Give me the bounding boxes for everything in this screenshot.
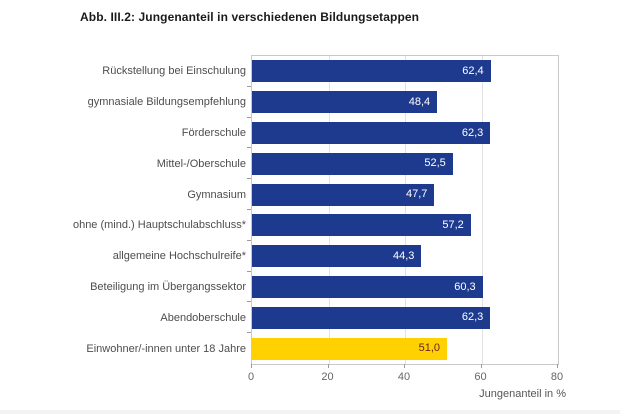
value-label: 48,4	[408, 95, 431, 108]
category-label: Rückstellung bei Einschulung	[102, 65, 246, 78]
category-label: Förderschule	[181, 126, 246, 139]
bar: 48,4	[252, 91, 438, 114]
bar: 62,3	[252, 122, 491, 144]
x-tick-mark	[251, 364, 252, 368]
category-label: Abendoberschule	[160, 311, 246, 324]
x-tick-mark	[404, 364, 405, 368]
value-label: 44,3	[393, 249, 415, 262]
y-tick-mark	[247, 209, 251, 210]
bar: 60,3	[252, 276, 483, 298]
bar: 62,4	[252, 60, 491, 83]
value-label: 47,7	[406, 188, 428, 201]
x-tick-label: 60	[474, 371, 487, 383]
x-tick-label: 80	[550, 371, 564, 383]
x-tick-mark	[327, 364, 329, 368]
category-label: ohne (mind.) Hauptschulabschluss*	[72, 219, 246, 232]
bar: 51,0	[252, 337, 448, 360]
chart-title: Abb. III.2: Jungenanteil in verschiedene…	[80, 10, 420, 24]
category-axis: Rückstellung bei Einschulung gymnasiale B…	[0, 56, 246, 364]
value-label: 57,2	[442, 218, 464, 231]
x-tick-mark	[557, 364, 558, 368]
category-label: Mittel-/Oberschule	[156, 157, 246, 170]
value-label: 52,5	[424, 157, 446, 170]
y-tick-mark	[247, 85, 251, 87]
y-tick-mark	[247, 270, 251, 272]
x-tick-label: 0	[247, 371, 255, 383]
y-tick-mark	[247, 178, 251, 180]
bottom-divider	[0, 410, 620, 414]
value-label: 51,0	[418, 342, 441, 355]
x-tick-label: 20	[321, 371, 334, 383]
category-label: allgemeine Hochschulreife*	[112, 250, 246, 263]
value-label: 62,3	[461, 126, 484, 139]
bar: 57,2	[252, 214, 471, 237]
bar: 47,7	[252, 183, 435, 206]
y-tick-mark	[247, 332, 251, 334]
plot-area: 62,4 48,4 62,3 52,5 47,7 57,2 44,3 60,3 62,3 51,0	[251, 55, 559, 365]
x-axis-label: Jungenanteil in %	[479, 388, 566, 400]
bar: 44,3	[252, 245, 422, 268]
value-label: 60,3	[454, 280, 476, 293]
value-label: 62,3	[461, 311, 484, 324]
y-tick-mark	[247, 301, 251, 303]
y-tick-mark	[247, 116, 251, 118]
gridline	[328, 56, 330, 364]
bar: 52,5	[252, 152, 453, 175]
category-label: Gymnasium	[187, 188, 246, 201]
x-tick-label: 40	[397, 371, 411, 383]
value-label: 62,4	[462, 64, 484, 77]
y-tick-mark	[247, 239, 251, 241]
category-label: gymnasiale Bildungsempfehlung	[87, 96, 246, 109]
x-tick-mark	[480, 364, 482, 368]
bar: 62,3	[252, 306, 491, 329]
category-label: Beteiligung im Übergangssektor	[90, 280, 246, 293]
y-tick-mark	[247, 147, 251, 149]
gridline	[481, 56, 483, 364]
category-label: Einwohner/-innen unter 18 Jahre	[86, 342, 246, 355]
gridline	[405, 56, 406, 364]
